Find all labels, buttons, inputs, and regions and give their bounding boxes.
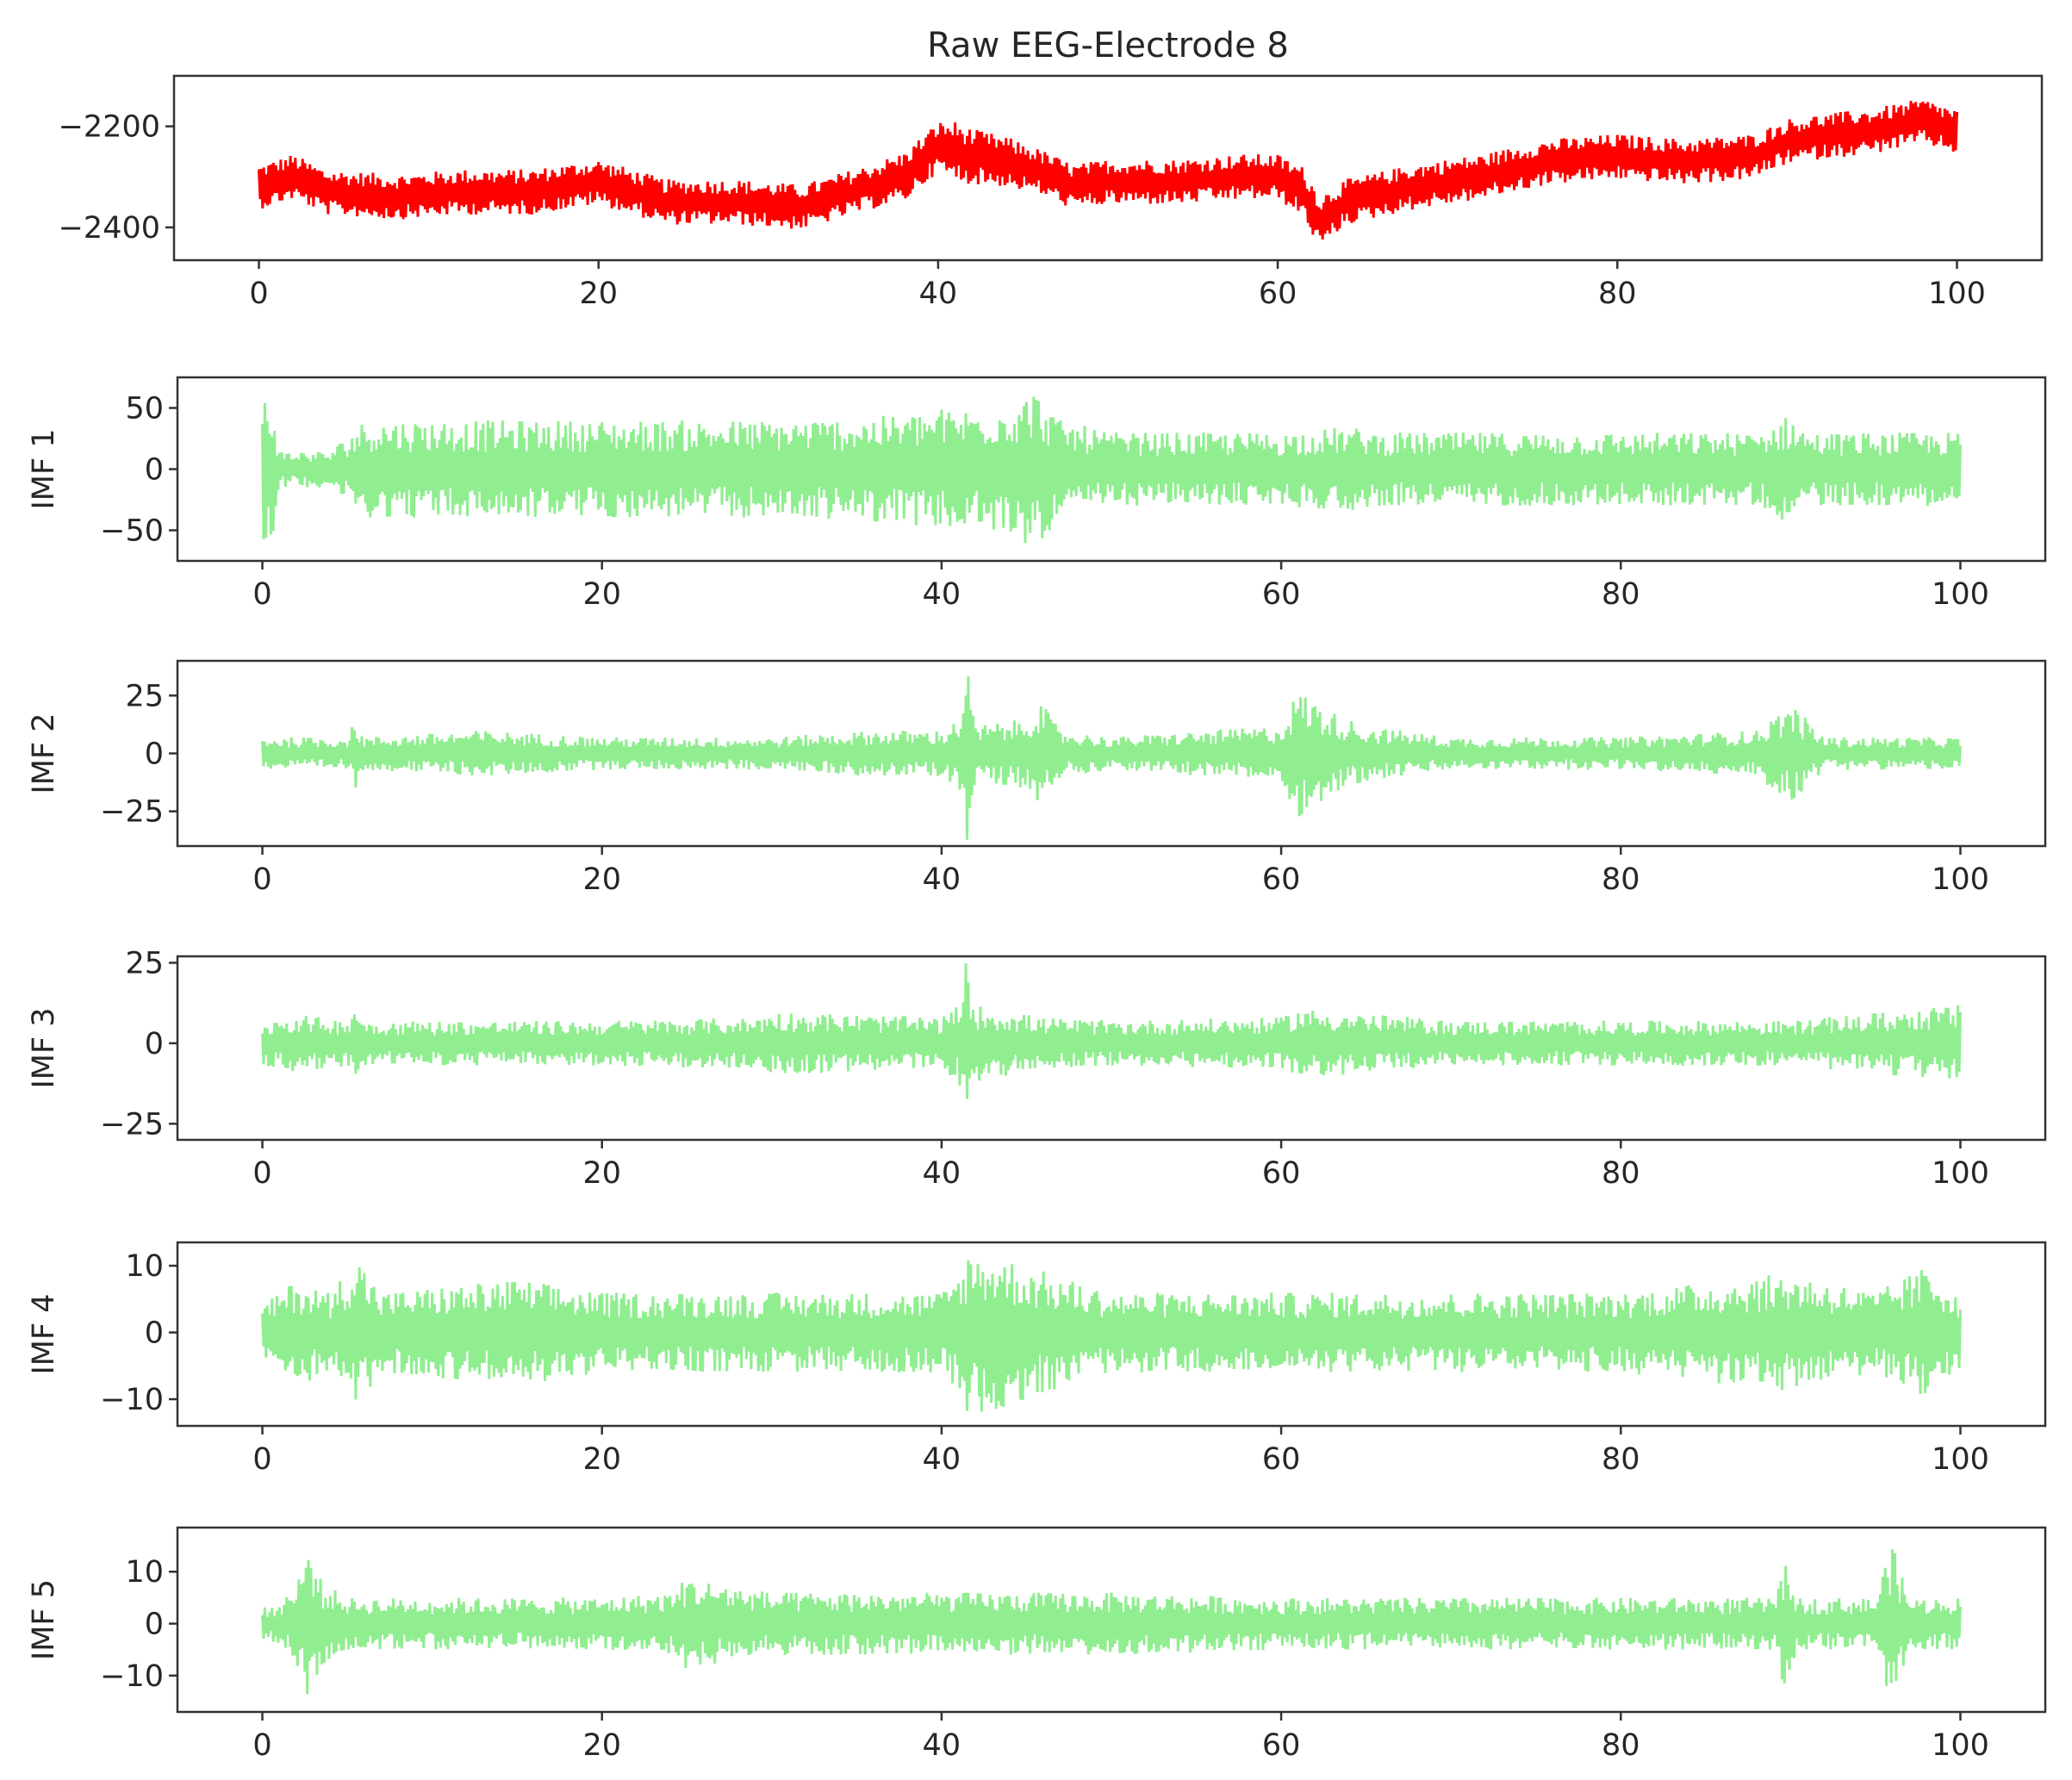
subplot-4: 0 20 40 60 80 100 25 0 −25 IMF 3: [27, 946, 2047, 1191]
y-axis-label: IMF 2: [27, 713, 61, 794]
x-tick-label: 0: [252, 1156, 271, 1191]
axes-frame: [176, 1241, 2047, 1428]
signal-trace: [261, 396, 1962, 544]
y-tick-label: 25: [125, 946, 164, 980]
x-tick-label: 100: [1928, 277, 1986, 311]
x-tick-label: 40: [923, 1728, 961, 1763]
y-axis-label: IMF 1: [27, 428, 61, 509]
x-tick-label: 20: [582, 1728, 621, 1763]
x-tick-label: 60: [1259, 277, 1297, 311]
y-tick-label: −10: [100, 1383, 164, 1417]
y-axis-label: IMF 4: [27, 1293, 61, 1374]
y-tick-label: 0: [145, 453, 164, 488]
y-tick-label: −50: [100, 514, 164, 549]
y-tick-label: 0: [145, 1316, 164, 1351]
y-axis-label: IMF 3: [27, 1007, 61, 1088]
x-tick-label: 100: [1932, 862, 1989, 897]
y-tick-label: 0: [145, 738, 164, 772]
x-tick-label: 60: [1262, 1156, 1301, 1191]
signal-trace: [258, 101, 1958, 240]
x-tick-label: 20: [582, 577, 621, 612]
y-tick-label: −2400: [59, 211, 160, 246]
x-tick-label: 80: [1602, 1156, 1640, 1191]
x-tick-label: 60: [1262, 862, 1301, 897]
x-tick-label: 20: [582, 1442, 621, 1477]
x-tick-label: 0: [252, 862, 271, 897]
x-tick-label: 0: [252, 577, 271, 612]
y-tick-label: −25: [100, 1107, 164, 1142]
subplot-1: 0 20 40 60 80 100 −2200 −2400 Raw EEG-Electrode …: [59, 26, 2044, 311]
signal-trace: [261, 1260, 1962, 1412]
axes-frame: [172, 74, 2044, 262]
x-tick-label: 60: [1262, 1728, 1301, 1763]
x-tick-label: 100: [1932, 577, 1989, 612]
x-tick-label: 40: [923, 1442, 961, 1477]
x-tick-label: 100: [1932, 1728, 1989, 1763]
x-tick-label: 0: [249, 277, 268, 311]
subplot-2: 0 20 40 60 80 100 50 0 −50 IMF 1: [27, 376, 2047, 612]
x-tick-label: 80: [1598, 277, 1637, 311]
y-axis-label: IMF 5: [27, 1579, 61, 1660]
x-tick-label: 40: [923, 577, 961, 612]
x-tick-label: 20: [579, 277, 618, 311]
y-tick-label: 50: [125, 392, 164, 426]
x-tick-label: 60: [1262, 577, 1301, 612]
y-tick-label: 0: [145, 1608, 164, 1642]
y-tick-label: 25: [125, 679, 164, 713]
axes-frame: [176, 1526, 2047, 1714]
subplot-3: 0 20 40 60 80 100 25 0 −25 IMF 2: [27, 659, 2047, 897]
x-tick-label: 80: [1602, 1728, 1640, 1763]
y-tick-label: 10: [125, 1555, 164, 1590]
y-tick-label: 10: [125, 1249, 164, 1284]
x-tick-label: 60: [1262, 1442, 1301, 1477]
y-tick-label: −10: [100, 1659, 164, 1694]
x-tick-label: 0: [252, 1728, 271, 1763]
x-tick-label: 80: [1602, 862, 1640, 897]
x-tick-label: 0: [252, 1442, 271, 1477]
chart-title: Raw EEG-Electrode 8: [927, 26, 1289, 65]
signal-trace: [261, 676, 1962, 840]
x-tick-label: 100: [1932, 1442, 1989, 1477]
signal-trace: [261, 1549, 1962, 1695]
x-tick-label: 100: [1932, 1156, 1989, 1191]
x-tick-label: 40: [923, 862, 961, 897]
y-tick-label: −2200: [59, 110, 160, 145]
y-tick-label: −25: [100, 795, 164, 830]
x-tick-label: 40: [923, 1156, 961, 1191]
x-tick-label: 40: [919, 277, 958, 311]
x-tick-label: 20: [582, 1156, 621, 1191]
axes-frame: [176, 955, 2047, 1142]
signal-trace: [261, 962, 1962, 1099]
y-tick-label: 0: [145, 1027, 164, 1061]
x-tick-label: 80: [1602, 577, 1640, 612]
x-tick-label: 80: [1602, 1442, 1640, 1477]
x-tick-label: 20: [582, 862, 621, 897]
